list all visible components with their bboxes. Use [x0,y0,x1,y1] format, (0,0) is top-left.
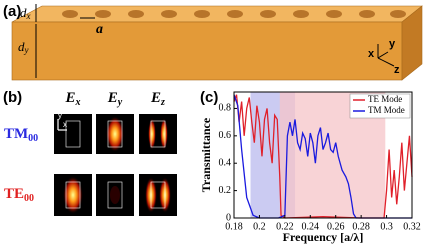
legend-label: TE Mode [368,94,402,104]
dimension-arrows [35,4,395,78]
y-tick-label: 0.8 [219,103,232,114]
x-tick-label: 0.18 [225,221,243,232]
legend-box [349,93,411,119]
y-tick-label: 0.2 [219,185,232,196]
x-axis-label: Frequency [a/λ] [283,230,364,244]
axis-x: x [368,48,375,60]
y-tick-label: 0 [226,212,231,223]
dim-dy: dy [18,39,29,55]
plot: 0.18 0.2 0.22 0.24 0.26 0.28 0.3 0.32 0 0.2 0.4 0.6… [219,91,421,232]
inset-axis: y [58,111,62,120]
dim-dx: dx [20,5,31,21]
y-tick-label: 0.4 [219,158,232,169]
holes [62,10,406,18]
column-label: Ey [107,90,123,108]
panel-label: (a) [3,3,21,20]
row-label: TM00 [4,126,38,144]
axis-y: y [389,38,396,50]
mode-images [54,114,177,216]
row-label: TE00 [4,186,34,204]
x-tick-label: 0.26 [327,221,345,232]
inset-axis: x [63,120,67,129]
plot-frame [233,91,413,219]
panel-label: (b) [3,89,22,106]
x-tick-label: 0.24 [302,221,320,232]
x-tick-label: 0.32 [403,221,421,232]
slab-front [11,21,403,81]
column-label: Ez [150,90,165,108]
x-tick-label: 0.2 [253,221,266,232]
column-label: Ex [64,90,80,108]
axis-z: z [394,64,400,76]
panel-label: (c) [200,89,218,106]
y-tick-label: 0.6 [219,130,232,141]
x-tick-label: 0.3 [380,221,393,232]
x-tick-label: 0.28 [352,221,370,232]
slab-side [401,5,423,81]
legend-label: TM Mode [368,105,405,115]
data-line [233,94,413,219]
dim-a: a [96,22,103,37]
y-axis-label: Transmittance [199,117,213,192]
x-tick-label: 0.22 [276,221,294,232]
